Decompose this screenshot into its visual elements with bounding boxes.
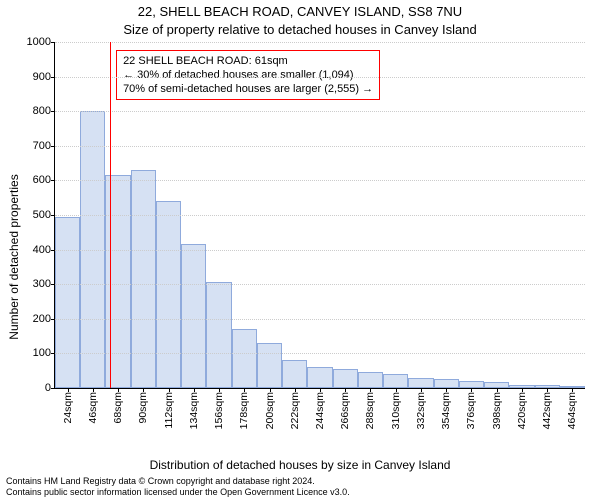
annotation-box: 22 SHELL BEACH ROAD: 61sqm← 30% of detac… — [116, 50, 380, 100]
x-tick-label: 420sqm — [516, 392, 528, 429]
gridline-h — [55, 250, 585, 251]
plot-area: 22 SHELL BEACH ROAD: 61sqm← 30% of detac… — [54, 42, 585, 389]
x-tick-label: 442sqm — [541, 392, 553, 429]
y-tick — [51, 146, 55, 147]
gridline-h — [55, 146, 585, 147]
x-tick-label: 68sqm — [112, 392, 124, 424]
histogram-bar — [434, 379, 459, 388]
y-tick — [51, 353, 55, 354]
gridline-h — [55, 353, 585, 354]
x-axis-label: Distribution of detached houses by size … — [0, 458, 600, 472]
y-tick-label: 700 — [33, 140, 51, 152]
gridline-h — [55, 180, 585, 181]
y-tick-label: 100 — [33, 347, 51, 359]
histogram-bar — [408, 378, 433, 388]
x-tick-label: 266sqm — [339, 392, 351, 429]
attribution: Contains HM Land Registry data © Crown c… — [6, 476, 596, 498]
x-tick-label: 90sqm — [137, 392, 149, 424]
y-tick — [51, 77, 55, 78]
y-tick-label: 300 — [33, 278, 51, 290]
histogram-bar — [181, 244, 206, 388]
x-tick-label: 46sqm — [87, 392, 99, 424]
y-tick-label: 400 — [33, 244, 51, 256]
y-tick-label: 800 — [33, 105, 51, 117]
y-tick — [51, 319, 55, 320]
y-tick — [51, 388, 55, 389]
attribution-line-1: Contains HM Land Registry data © Crown c… — [6, 476, 596, 487]
y-tick — [51, 215, 55, 216]
x-tick-label: 332sqm — [415, 392, 427, 429]
y-tick — [51, 111, 55, 112]
x-tick-label: 376sqm — [465, 392, 477, 429]
x-tick-label: 200sqm — [264, 392, 276, 429]
x-tick-label: 112sqm — [163, 392, 175, 429]
annotation-line: ← 30% of detached houses are smaller (1,… — [123, 68, 373, 82]
gridline-h — [55, 111, 585, 112]
x-tick-label: 398sqm — [491, 392, 503, 429]
y-axis-label-container: Number of detached properties — [0, 42, 20, 472]
histogram-bar — [156, 201, 181, 388]
histogram-bar — [257, 343, 282, 388]
histogram-bar — [358, 372, 383, 388]
y-tick — [51, 42, 55, 43]
y-axis-label: Number of detached properties — [7, 174, 21, 339]
histogram-bar — [383, 374, 408, 388]
histogram-bar — [206, 282, 231, 388]
gridline-h — [55, 319, 585, 320]
histogram-bar — [333, 369, 358, 388]
annotation-line: 70% of semi-detached houses are larger (… — [123, 82, 373, 96]
x-tick-label: 156sqm — [213, 392, 225, 429]
x-tick-label: 464sqm — [566, 392, 578, 429]
x-tick-label: 134sqm — [188, 392, 200, 429]
histogram-bar — [55, 217, 80, 388]
histogram-bar — [307, 367, 332, 388]
x-tick-label: 310sqm — [390, 392, 402, 429]
y-tick-label: 1000 — [27, 36, 51, 48]
marker-line — [110, 42, 111, 388]
y-tick-label: 900 — [33, 71, 51, 83]
histogram-bar — [131, 170, 156, 388]
histogram-bar — [282, 360, 307, 388]
y-tick-label: 0 — [45, 382, 51, 394]
x-tick-label: 222sqm — [289, 392, 301, 429]
gridline-h — [55, 284, 585, 285]
x-tick-label: 288sqm — [364, 392, 376, 429]
y-tick — [51, 180, 55, 181]
x-tick-label: 354sqm — [440, 392, 452, 429]
gridline-h — [55, 42, 585, 43]
x-tick-label: 178sqm — [238, 392, 250, 429]
gridline-h — [55, 215, 585, 216]
y-tick-label: 600 — [33, 174, 51, 186]
x-tick-label: 244sqm — [314, 392, 326, 429]
x-tick-label: 24sqm — [62, 392, 74, 424]
chart-title-sub: Size of property relative to detached ho… — [0, 22, 600, 37]
chart-title-main: 22, SHELL BEACH ROAD, CANVEY ISLAND, SS8… — [0, 4, 600, 19]
y-tick-label: 200 — [33, 313, 51, 325]
histogram-bar — [232, 329, 257, 388]
y-tick — [51, 250, 55, 251]
y-tick — [51, 284, 55, 285]
figure: 22, SHELL BEACH ROAD, CANVEY ISLAND, SS8… — [0, 0, 600, 500]
y-tick-label: 500 — [33, 209, 51, 221]
annotation-line: 22 SHELL BEACH ROAD: 61sqm — [123, 54, 373, 68]
attribution-line-2: Contains public sector information licen… — [6, 487, 596, 498]
gridline-h — [55, 77, 585, 78]
histogram-bar — [459, 381, 484, 388]
